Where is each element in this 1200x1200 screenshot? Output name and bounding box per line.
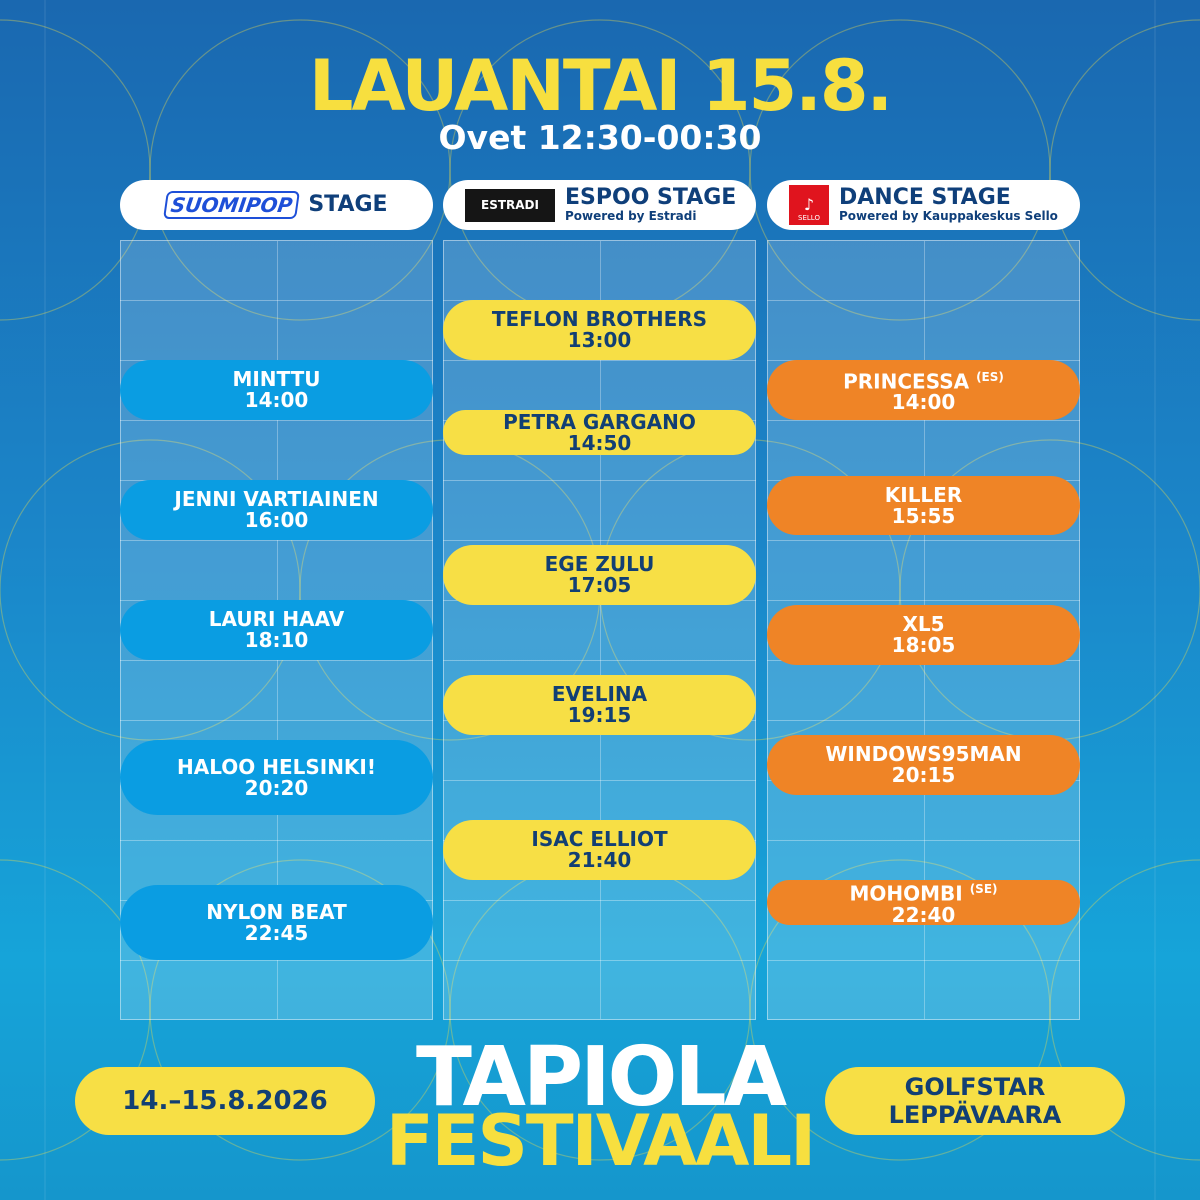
performance-slot: EGE ZULU 17:05	[443, 545, 756, 605]
stage-sponsor: Powered by Kauppakeskus Sello	[839, 209, 1058, 223]
stage-sponsor: Powered by Estradi	[565, 209, 697, 223]
sello-bird-icon: ♪	[803, 195, 815, 214]
performance-slot: LAURI HAAV 18:10	[120, 600, 433, 660]
performance-slot: HALOO HELSINKI! 20:20	[120, 740, 433, 815]
suomipop-logo: SUOMIPOP	[163, 191, 301, 219]
performance-slot: MOHOMBI (SE) 22:40	[767, 880, 1080, 925]
sello-logo: ♪ SELLO	[789, 185, 829, 225]
performance-slot: ISAC ELLIOT 21:40	[443, 820, 756, 880]
performance-slot: TEFLON BROTHERS 13:00	[443, 300, 756, 360]
stage-header-suomipop: SUOMIPOP STAGE	[120, 180, 433, 230]
stage-name: ESPOO STAGE	[565, 185, 737, 210]
festival-venue: GOLFSTAR LEPPÄVAARA	[825, 1067, 1125, 1135]
stage-name: DANCE STAGE	[839, 185, 1011, 210]
schedule-grid-espoo	[443, 240, 756, 1020]
performance-slot: WINDOWS95MAN 20:15	[767, 735, 1080, 795]
stage-name: STAGE	[308, 192, 388, 217]
performance-slot: NYLON BEAT 22:45	[120, 885, 433, 960]
performance-slot: JENNI VARTIAINEN 16:00	[120, 480, 433, 540]
performance-slot: MINTTU 14:00	[120, 360, 433, 420]
performance-slot: EVELINA 19:15	[443, 675, 756, 735]
performance-slot: KILLER 15:55	[767, 476, 1080, 535]
stage-header-dance: ♪ SELLO DANCE STAGE Powered by Kauppakesku…	[767, 180, 1080, 230]
festival-dates: 14.–15.8.2026	[75, 1067, 375, 1135]
page-title: LAUANTAI 15.8.	[308, 45, 893, 127]
performance-slot: PRINCESSA (ES) 14:00	[767, 360, 1080, 420]
performance-slot: XL5 18:05	[767, 605, 1080, 665]
estradi-logo: ESTRADI	[465, 188, 555, 222]
doors-time: Ovet 12:30-00:30	[438, 118, 762, 157]
festival-logo-line1: TAPIOLA	[415, 1030, 787, 1125]
performance-slot: PETRA GARGANO 14:50	[443, 410, 756, 455]
stage-header-espoo: ESTRADI ESPOO STAGE Powered by Estradi	[443, 180, 756, 230]
festival-logo-line2: FESTIVAALI	[385, 1100, 816, 1182]
